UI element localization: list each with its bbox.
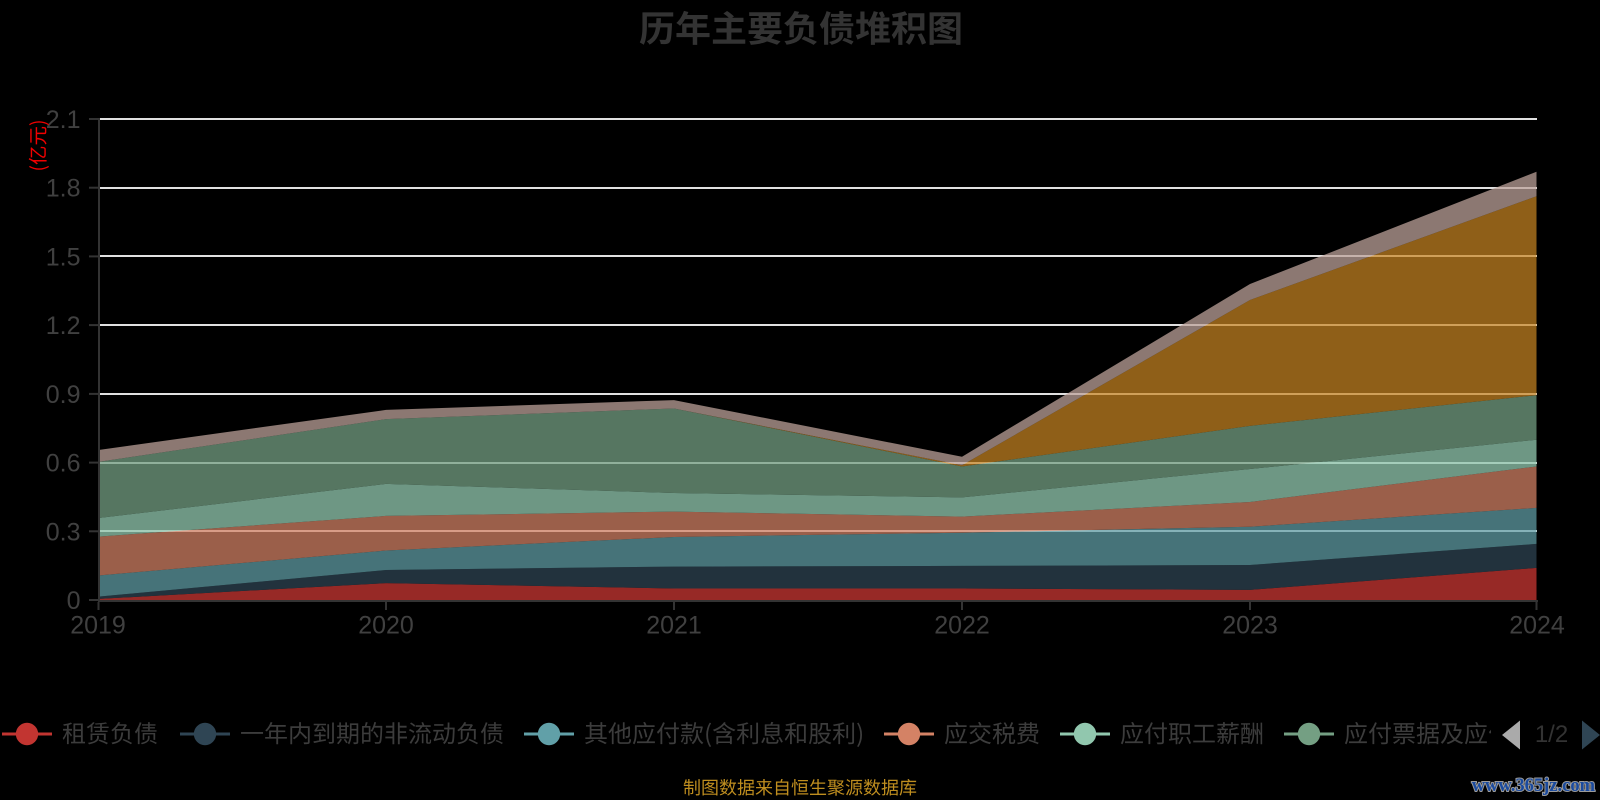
svg-text:0.3: 0.3	[46, 518, 81, 546]
svg-text:2.1: 2.1	[46, 106, 81, 134]
svg-text:2020: 2020	[358, 612, 414, 640]
svg-text:0.6: 0.6	[46, 450, 81, 478]
svg-text:1/2: 1/2	[1535, 721, 1568, 748]
svg-text:0: 0	[67, 587, 81, 615]
svg-text:2022: 2022	[934, 612, 990, 640]
svg-text:www.365jz.com: www.365jz.com	[1472, 776, 1596, 796]
svg-text:2023: 2023	[1222, 612, 1278, 640]
svg-text:2019: 2019	[70, 612, 126, 640]
svg-text:2024: 2024	[1509, 612, 1565, 640]
svg-text:1.8: 1.8	[46, 175, 81, 203]
svg-text:1.5: 1.5	[46, 243, 81, 271]
svg-text:2021: 2021	[646, 612, 702, 640]
svg-text:0.9: 0.9	[46, 381, 81, 409]
svg-text:1.2: 1.2	[46, 312, 81, 340]
